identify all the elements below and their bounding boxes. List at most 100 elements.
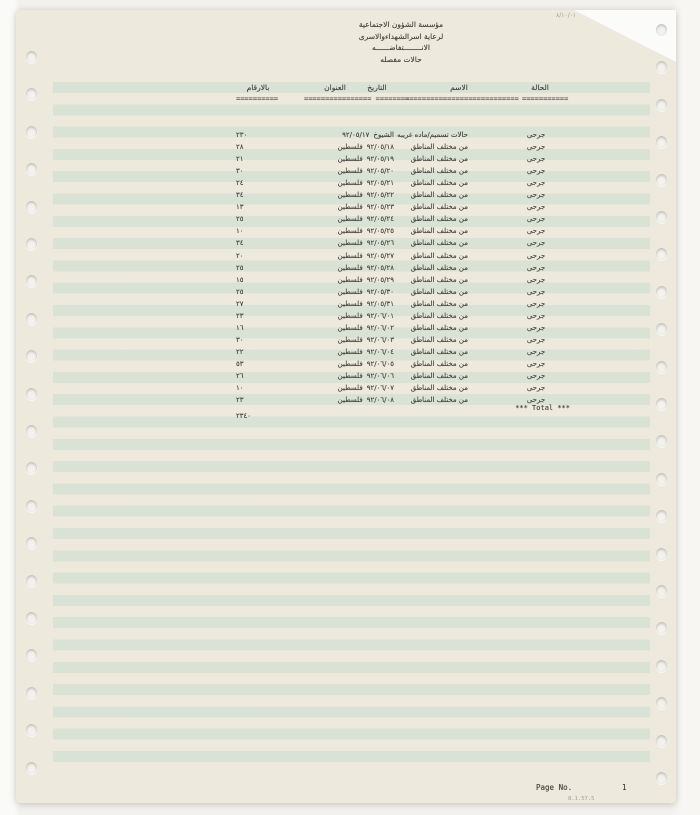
row-status: جرحى (526, 227, 546, 236)
row-address-right: ٩٢/٠٦/٠٥ (366, 359, 394, 368)
row-date-address: فلسطين ٩٢/٠٥/٢٤ (316, 213, 394, 225)
tractor-feed-hole (655, 435, 667, 448)
row-number: ٢٤ (236, 179, 244, 188)
row-date-address: فلسطين ٩٢/٠٦/٠٣ (316, 334, 394, 346)
row-name: من مختلف المناطق (410, 299, 468, 308)
tractor-feed-hole (25, 761, 37, 774)
row-date-address: ٩٢/٠٥/١٧ الشيوخ (316, 129, 394, 141)
row-number: ٢٧ (236, 299, 244, 308)
row-address-left: فلسطين (337, 323, 363, 332)
row-status: جرحى (526, 275, 546, 284)
row-address-left: فلسطين (337, 396, 363, 405)
row-name: من مختلف المناطق (410, 323, 468, 332)
tractor-feed-hole (655, 622, 667, 635)
row-number: ١٥ (236, 275, 244, 284)
row-address-left: فلسطين (337, 251, 363, 260)
tractor-feed-hole (25, 462, 37, 475)
tractor-feed-hole (25, 350, 37, 363)
row-number: ٢٥ (236, 215, 244, 224)
row-number: ٣٠ (236, 167, 244, 176)
row-date-address: فلسطين ٩٢/٠٦/٠٦ (316, 370, 394, 382)
tractor-feed-hole (25, 125, 37, 138)
row-address-right: ٩٢/٠٥/٣٠ (366, 287, 394, 296)
table-row: ٣٠ فلسطين ٩٢/٠٥/٢٠ من مختلف المناطق جرحى (16, 165, 676, 177)
row-date-address: فلسطين ٩٢/٠٥/٢٨ (316, 262, 394, 274)
table-row: ٣٤ فلسطين ٩٢/٠٥/٢٢ من مختلف المناطق جرحى (16, 189, 676, 201)
tractor-feed-hole (25, 238, 37, 250)
row-date-address: فلسطين ٩٢/٠٥/٢١ (316, 177, 394, 189)
row-number: ٢٣ (236, 311, 244, 320)
row-date-address: فلسطين ٩٢/٠٦/٠١ (316, 310, 394, 322)
row-address-right: ٩٢/٠٦/٠٨ (366, 396, 394, 405)
row-address-right: ٩٢/٠٥/٢٠ (366, 167, 394, 176)
tractor-feed-hole (25, 51, 37, 63)
page-corner-overlay (574, 10, 676, 62)
row-address-right: ٩٢/٠٥/٢٢ (366, 191, 394, 200)
row-date-address: فلسطين ٩٢/٠٥/٢٢ (316, 189, 394, 201)
tractor-feed-hole (655, 585, 667, 597)
row-address-right: ٩٢/٠٥/١٨ (366, 143, 394, 152)
row-status: جرحى (526, 191, 546, 200)
row-address-left: فلسطين (337, 311, 363, 320)
row-address-left: فلسطين (337, 287, 363, 296)
row-address-right: ٩٢/٠٥/٢١ (366, 179, 394, 188)
tractor-feed-hole (25, 724, 37, 737)
row-address-left: فلسطين (337, 263, 363, 272)
row-date-address: فلسطين ٩٢/٠٥/١٨ (316, 141, 394, 153)
row-date-address: فلسطين ٩٢/٠٥/٢٣ (316, 201, 394, 213)
row-date-address: فلسطين ٩٢/٠٥/٢٠ (316, 165, 394, 177)
row-address-left: ٩٢/٠٥/١٧ (342, 131, 370, 139)
tractor-feed-hole (25, 649, 37, 662)
row-number: ٣٤ (236, 239, 244, 248)
row-status: جرحى (526, 384, 546, 393)
row-address-left: فلسطين (337, 155, 363, 164)
tractor-feed-hole (25, 686, 37, 699)
table-row: ٢٧ فلسطين ٩٢/٠٥/٣١ من مختلف المناطق جرحى (16, 298, 676, 310)
row-date-address: فلسطين ٩٢/٠٦/٠٤ (316, 346, 394, 358)
tractor-feed-hole (25, 574, 37, 587)
table-row: ١٥ فلسطين ٩٢/٠٥/٢٩ من مختلف المناطق جرحى (16, 274, 676, 286)
row-name: من مختلف المناطق (410, 372, 468, 380)
org-name-line2: لرعاية اسرالشهداءوالاسرى (358, 31, 444, 41)
row-address-left: فلسطين (337, 203, 363, 212)
tractor-feed-hole (655, 360, 667, 373)
row-number: ٢٨ (236, 143, 244, 152)
tractor-feed-hole (655, 24, 667, 36)
table-row: ٢١ فلسطين ٩٢/٠٥/١٩ من مختلف المناطق جرحى (16, 153, 676, 165)
tractor-feed-hole (655, 510, 667, 523)
column-header-date: التاريخ (367, 83, 387, 92)
row-status: جرحى (526, 143, 546, 152)
tractor-feed-hole (655, 136, 667, 149)
row-status: جرحى (526, 299, 546, 308)
row-name: من مختلف المناطق (410, 215, 468, 224)
row-number: ٢٥ (236, 287, 244, 296)
row-address-right: الشيوخ (373, 131, 394, 139)
table-row: ٢٠ فلسطين ٩٢/٠٥/٢٧ من مختلف المناطق جرحى (16, 250, 676, 262)
row-address-right: ٩٢/٠٦/٠٧ (366, 384, 394, 393)
table-row: ٢٥ فلسطين ٩٢/٠٥/٣٠ من مختلف المناطق جرحى (16, 286, 676, 298)
row-address-right: ٩٢/٠٦/٠٢ (366, 323, 394, 332)
table-row: ١٣ فلسطين ٩٢/٠٥/٢٣ من مختلف المناطق جرحى (16, 201, 676, 213)
row-date-address: فلسطين ٩٢/٠٦/٠٥ (316, 358, 394, 370)
row-date-address: فلسطين ٩٢/٠٥/٢٩ (316, 274, 394, 286)
column-header-name: الاسم (450, 83, 468, 92)
row-address-left: فلسطين (337, 275, 363, 284)
total-label: *** Total *** (515, 404, 570, 412)
report-header: مؤسسة الشؤون الاجتماعية لرعاية اسرالشهدا… (306, 19, 496, 65)
row-address-right: ٩٢/٠٦/٠١ (366, 311, 394, 320)
table-row: ٢٣٠ ٩٢/٠٥/١٧ الشيوخ حالات تسميم/ماده غريبه ج… (16, 129, 676, 141)
tractor-feed-hole (655, 734, 667, 747)
row-status: جرحى (526, 263, 546, 272)
table-row: ٢٣ فلسطين ٩٢/٠٦/٠١ من مختلف المناطق جرحى (16, 310, 676, 322)
row-status: جرحى (526, 396, 546, 405)
separator-numbers: ========== (236, 95, 279, 103)
table-row: ٣٠ فلسطين ٩٢/٠٦/٠٣ من مختلف المناطق جرحى (16, 334, 676, 346)
corner-handwritten-mark: ٨/١٠/٠١ (556, 12, 577, 19)
org-name-line3: الانــــــــتفاضــــــه (372, 43, 430, 52)
tractor-feed-hole (25, 275, 37, 288)
row-status: جرحى (526, 323, 546, 332)
row-number: ١٦ (236, 323, 244, 332)
row-address-left: فلسطين (337, 372, 363, 380)
row-address-right: ٩٢/٠٥/٢٨ (366, 263, 394, 272)
